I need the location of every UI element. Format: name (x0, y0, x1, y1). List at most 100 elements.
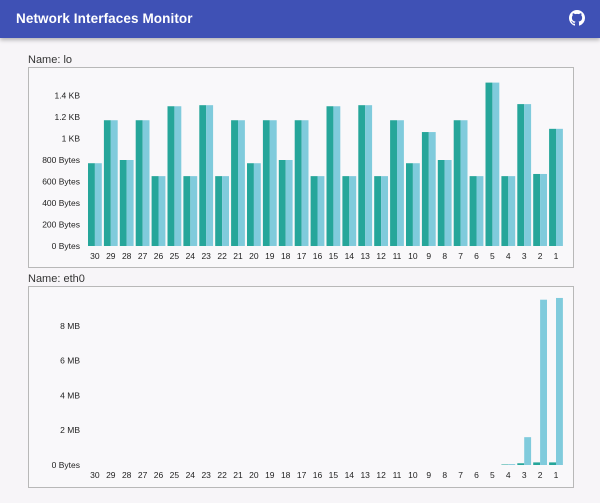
eth0-x-tick-label: 5 (490, 470, 495, 480)
lo-x-tick-label: 10 (408, 251, 418, 261)
lo-bar-14-s2 (349, 176, 357, 247)
lo-bar-13-s1 (358, 105, 366, 247)
lo-bar-19-s1 (262, 120, 270, 246)
lo-bar-28-s2 (126, 160, 134, 246)
lo-bar-22-s2 (222, 176, 229, 247)
lo-x-tick-label: 14 (345, 251, 355, 261)
lo-x-tick-label: 24 (186, 251, 196, 261)
lo-bar-18-s2 (285, 160, 293, 246)
lo-bar-30-s2 (94, 163, 102, 246)
lo-bar-27-s1 (135, 120, 143, 246)
eth0-x-tick-label: 13 (360, 470, 370, 480)
lo-bar-23-s2 (206, 105, 214, 247)
eth0-x-tick-label: 24 (186, 470, 196, 480)
lo-bar-15-s2 (333, 106, 341, 246)
eth0-bar-3-s2 (524, 437, 532, 465)
lo-x-tick-label: 29 (106, 251, 116, 261)
eth0-bar-4-s2 (508, 464, 516, 465)
lo-bar-18-s1 (278, 160, 286, 246)
eth0-x-tick-label: 3 (522, 470, 527, 480)
lo-y-tick-label: 1 KB (62, 134, 81, 144)
lo-bar-7-s2 (460, 120, 468, 246)
eth0-chart-panel: 0 Bytes 2 MB 4 MB 6 MB 8 MB 30 29 28 27 26 25 24 23 2… (28, 286, 574, 488)
lo-x-tick-label: 26 (154, 251, 164, 261)
eth0-bar-1-s2 (556, 297, 563, 465)
eth0-bar-2-s1 (533, 462, 541, 465)
lo-bar-29-s2 (110, 120, 118, 246)
lo-x-tick-label: 5 (490, 251, 495, 261)
lo-bar-chart: 0 Bytes 200 Bytes 400 Bytes 600 Bytes 800 By… (42, 82, 563, 261)
lo-bar-16-s1 (310, 176, 318, 247)
lo-y-tick-label: 0 Bytes (52, 241, 80, 251)
eth0-bar-1-s1 (549, 462, 556, 465)
eth0-x-tick-label: 25 (170, 470, 180, 480)
lo-bar-17-s1 (294, 120, 302, 246)
eth0-x-tick-label: 20 (249, 470, 259, 480)
lo-bar-24-s1 (183, 176, 191, 247)
lo-bar-7-s1 (453, 120, 461, 246)
eth0-x-tick-label: 17 (297, 470, 307, 480)
lo-chart-panel: 0 Bytes 200 Bytes 400 Bytes 600 Bytes 800 By… (28, 67, 574, 268)
lo-bar-4-s1 (501, 176, 509, 247)
lo-bar-12-s2 (381, 176, 388, 247)
lo-bar-14-s1 (342, 176, 350, 247)
lo-bar-22-s1 (215, 176, 223, 247)
lo-x-tick-label: 12 (376, 251, 386, 261)
lo-bar-10-s1 (406, 163, 413, 246)
eth0-x-tick-label: 21 (233, 470, 243, 480)
lo-bar-10-s2 (412, 163, 420, 246)
panel-name-eth0: Name: eth0 (28, 273, 85, 285)
lo-x-tick-label: 11 (393, 251, 402, 261)
eth0-y-tick-label: 8 MB (60, 321, 80, 331)
lo-bar-5-s2 (492, 82, 500, 246)
lo-bar-30-s1 (88, 163, 95, 246)
eth0-x-tick-label: 28 (122, 470, 132, 480)
eth0-y-tick-label: 4 MB (60, 390, 80, 400)
lo-x-tick-label: 7 (458, 251, 463, 261)
lo-x-tick-label: 1 (554, 251, 559, 261)
lo-bar-13-s2 (365, 105, 373, 247)
eth0-x-tick-label: 26 (154, 470, 164, 480)
eth0-x-tick-label: 22 (217, 470, 227, 480)
lo-x-tick-label: 8 (442, 251, 447, 261)
eth0-x-tick-label: 6 (474, 470, 479, 480)
eth0-x-tick-label: 19 (265, 470, 275, 480)
lo-bar-26-s1 (151, 176, 159, 247)
lo-bar-9-s2 (428, 132, 436, 246)
eth0-bar-4-s1 (501, 464, 509, 465)
panel-name-lo: Name: lo (28, 54, 73, 66)
lo-bar-4-s2 (508, 176, 516, 247)
lo-bar-29-s1 (103, 120, 111, 246)
eth0-x-tick-label: 27 (138, 470, 148, 480)
lo-x-tick-label: 20 (249, 251, 259, 261)
lo-x-tick-label: 22 (217, 251, 227, 261)
lo-bar-1-s2 (556, 128, 563, 246)
lo-x-tick-label: 28 (122, 251, 132, 261)
lo-bar-8-s1 (437, 160, 445, 246)
lo-x-tick-label: 3 (522, 251, 527, 261)
lo-x-tick-label: 15 (329, 251, 339, 261)
lo-x-tick-label: 13 (360, 251, 370, 261)
eth0-bar-2-s2 (540, 299, 547, 465)
github-icon[interactable] (569, 10, 585, 26)
eth0-x-tick-label: 30 (90, 470, 100, 480)
eth0-x-tick-label: 23 (201, 470, 211, 480)
lo-bar-6-s2 (476, 176, 484, 247)
lo-x-tick-label: 4 (506, 251, 511, 261)
lo-bar-21-s1 (231, 120, 238, 246)
lo-bar-9-s1 (421, 132, 429, 246)
eth0-x-tick-label: 14 (345, 470, 355, 480)
eth0-x-tick-label: 11 (393, 470, 402, 480)
eth0-y-tick-label: 2 MB (60, 425, 80, 435)
lo-bar-28-s1 (119, 160, 127, 246)
lo-bar-27-s2 (142, 120, 150, 246)
eth0-x-tick-label: 29 (106, 470, 116, 480)
lo-x-tick-label: 19 (265, 251, 275, 261)
lo-x-tick-label: 30 (90, 251, 100, 261)
lo-y-tick-label: 800 Bytes (42, 155, 80, 165)
eth0-x-tick-label: 18 (281, 470, 291, 480)
lo-x-tick-label: 21 (233, 251, 243, 261)
lo-bar-20-s1 (247, 163, 254, 246)
lo-y-tick-label: 400 Bytes (42, 198, 80, 208)
